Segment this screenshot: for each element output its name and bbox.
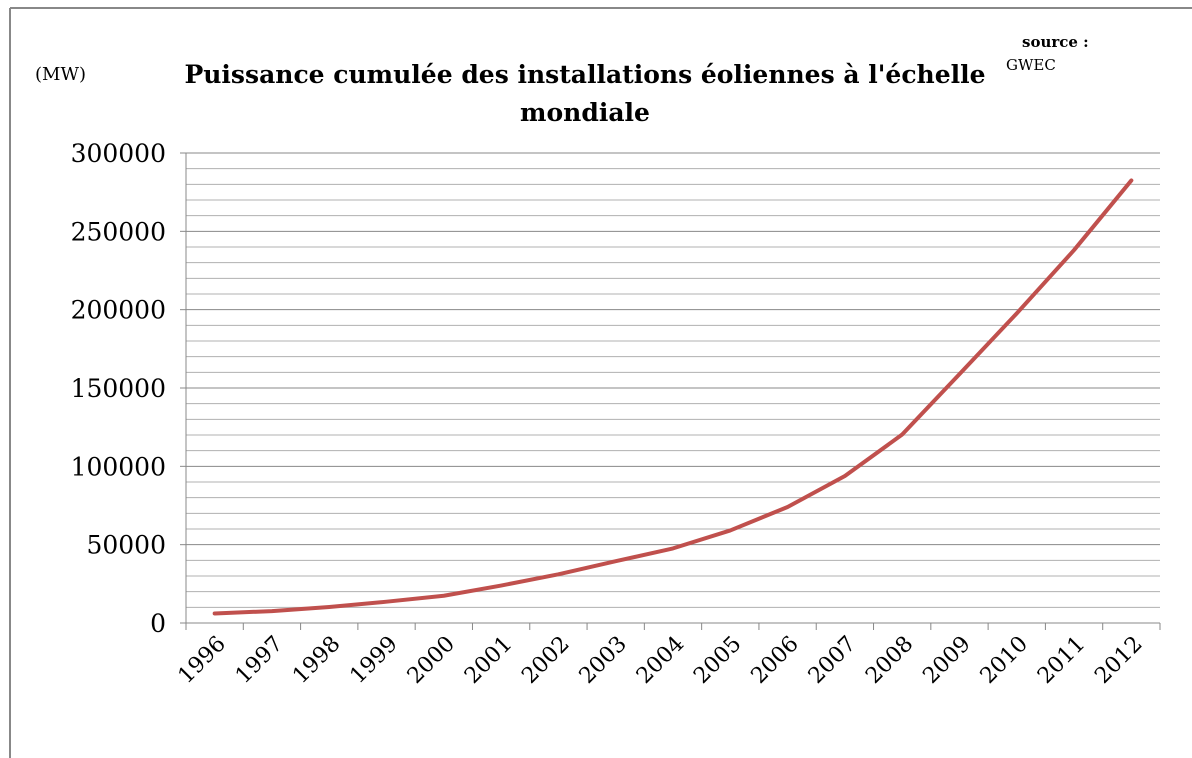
x-tick-label: 2007	[804, 632, 861, 689]
chart-title: mondiale	[520, 98, 650, 127]
x-tick-label: 2010	[976, 632, 1033, 689]
x-tick-label: 2008	[861, 632, 918, 689]
x-tick-label: 2012	[1090, 632, 1147, 689]
y-tick-label: 50000	[86, 531, 166, 560]
x-tick-label: 2002	[517, 632, 574, 689]
y-axis-label: (MW)	[35, 64, 86, 85]
x-tick-label: 2006	[747, 632, 804, 689]
y-tick-label: 150000	[71, 374, 166, 403]
chart-title: Puissance cumulée des installations éoli…	[184, 60, 985, 89]
y-tick-label: 0	[150, 609, 166, 638]
x-tick-label: 2011	[1033, 632, 1090, 689]
y-tick-label: 200000	[71, 296, 166, 325]
x-tick-label: 2005	[689, 632, 746, 689]
x-tick-label: 2009	[918, 632, 975, 689]
x-tick-label: 2003	[575, 632, 632, 689]
x-tick-label: 1997	[231, 632, 288, 689]
x-tick-label: 1996	[174, 632, 231, 689]
y-tick-label: 250000	[71, 217, 166, 246]
x-tick-label: 2004	[632, 632, 689, 689]
x-tick-label: 2001	[460, 632, 517, 689]
x-tick-label: 2000	[403, 632, 460, 689]
y-tick-label: 300000	[71, 139, 166, 168]
annotation: source :	[1022, 33, 1089, 51]
x-tick-label: 1999	[345, 632, 402, 689]
data-line	[212, 178, 1134, 616]
y-tick-label: 100000	[71, 452, 166, 481]
annotation: GWEC	[1006, 56, 1056, 74]
x-tick-label: 1998	[288, 632, 345, 689]
